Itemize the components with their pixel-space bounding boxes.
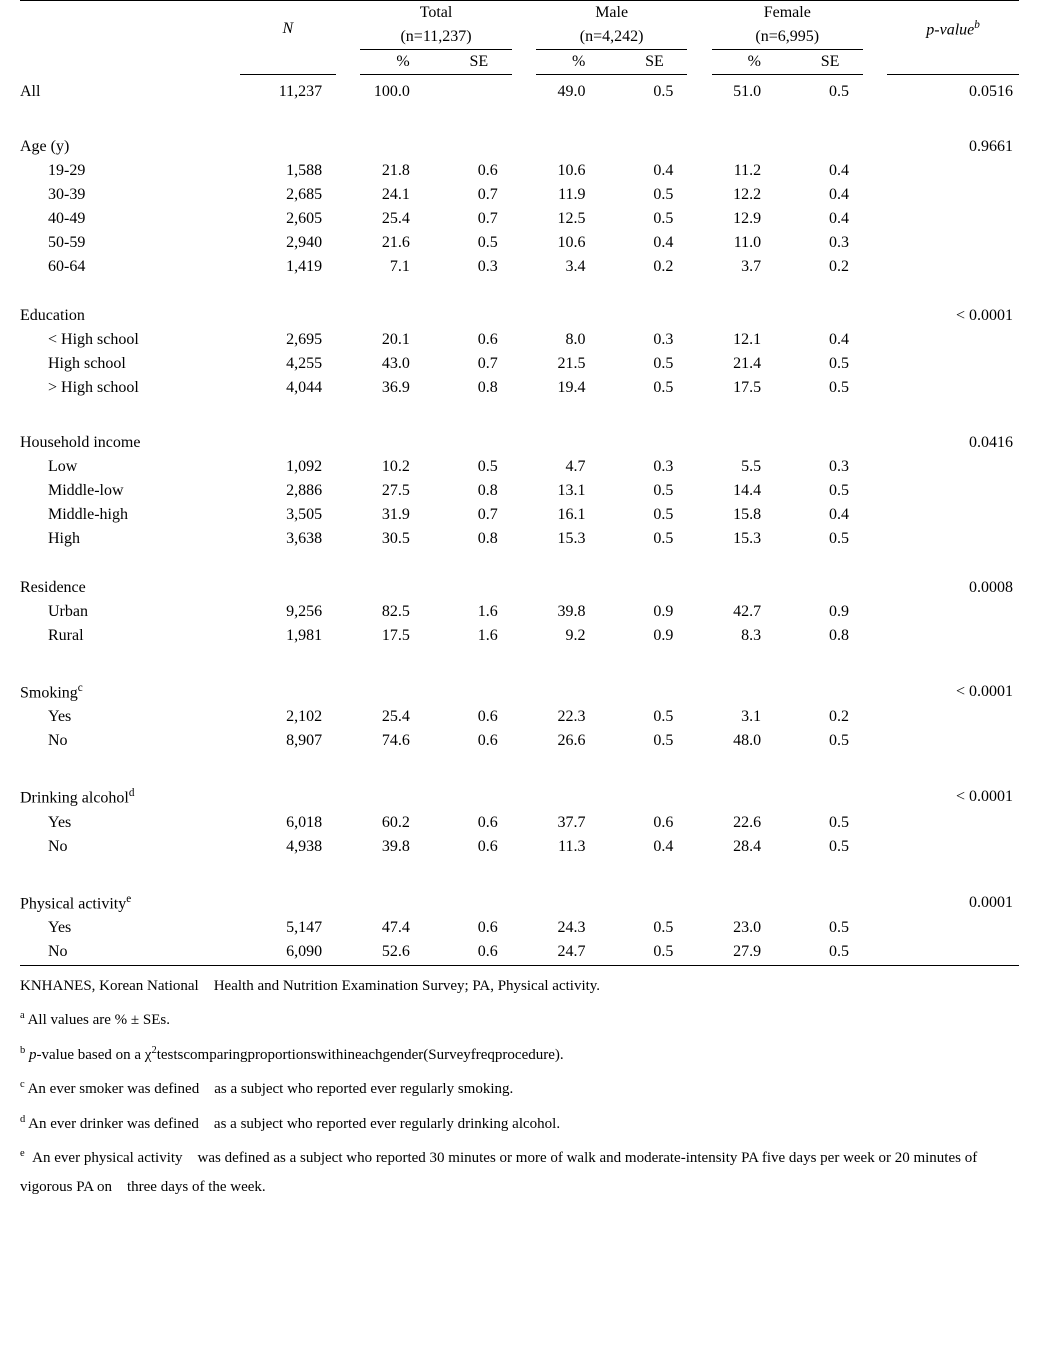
table-row: High3,63830.50.815.30.515.30.5 [20,527,1019,551]
header-pvalue: p-valueb [887,1,1019,50]
section-header: Smokingc< 0.0001 [20,648,1019,705]
demographics-table: N Total Male Female p-valueb (n=11,237) … [20,0,1019,966]
section-header: Drinking alcohold< 0.0001 [20,753,1019,810]
footnote-e: e An ever physical activity was defined … [20,1144,1019,1201]
table-row: All11,237100.049.00.551.00.50.0516 [20,75,1019,105]
header-se: SE [446,50,512,75]
table-row: Yes6,01860.20.637.70.622.60.5 [20,811,1019,835]
footnotes: KNHANES, Korean National Health and Nutr… [20,972,1019,1202]
table-row: < High school2,69520.10.68.00.312.10.4 [20,328,1019,352]
table-row: 40-492,60525.40.712.50.512.90.4 [20,207,1019,231]
section-header: Education< 0.0001 [20,279,1019,328]
header-male: Male [536,1,687,26]
table-row: 19-291,58821.80.610.60.411.20.4 [20,159,1019,183]
table-row: No8,90774.60.626.60.548.00.5 [20,729,1019,753]
header-total: Total [360,1,511,26]
table-row: Yes5,14747.40.624.30.523.00.5 [20,916,1019,940]
table-row: Middle-high3,50531.90.716.10.515.80.4 [20,503,1019,527]
header-female-n: (n=6,995) [712,25,863,50]
table-row: Middle-low2,88627.50.813.10.514.40.5 [20,479,1019,503]
footnote-c: c An ever smoker was defined as a subjec… [20,1075,1019,1104]
header-total-n: (n=11,237) [360,25,511,50]
table-header: N Total Male Female p-valueb (n=11,237) … [20,1,1019,75]
header-pct: % [360,50,446,75]
table-row: Low1,09210.20.54.70.35.50.3 [20,455,1019,479]
table-row: > High school4,04436.90.819.40.517.50.5 [20,376,1019,400]
footnote-abbrev: KNHANES, Korean National Health and Nutr… [20,972,1019,1001]
section-header: Residence0.0008 [20,551,1019,600]
table-row: Rural1,98117.51.69.20.98.30.8 [20,624,1019,648]
section-header: Age (y)0.9661 [20,104,1019,159]
header-n: N [240,1,337,50]
table-body: All11,237100.049.00.551.00.50.0516Age (y… [20,75,1019,966]
table-row: Urban9,25682.51.639.80.942.70.9 [20,600,1019,624]
header-male-n: (n=4,242) [536,25,687,50]
table-row: 30-392,68524.10.711.90.512.20.4 [20,183,1019,207]
section-header: Physical activitye0.0001 [20,859,1019,916]
section-header: Household income0.0416 [20,400,1019,455]
footnote-b: b p-value based on a χ2testscomparingpro… [20,1041,1019,1070]
table-row: No4,93839.80.611.30.428.40.5 [20,835,1019,859]
table-row: Yes2,10225.40.622.30.53.10.2 [20,705,1019,729]
table-row: High school4,25543.00.721.50.521.40.5 [20,352,1019,376]
footnote-a: a All values are % ± SEs. [20,1006,1019,1035]
header-female: Female [712,1,863,26]
table-row: No6,09052.60.624.70.527.90.5 [20,940,1019,966]
table-row: 50-592,94021.60.510.60.411.00.3 [20,231,1019,255]
table-row: 60-641,4197.10.33.40.23.70.2 [20,255,1019,279]
footnote-d: d An ever drinker was defined as a subje… [20,1110,1019,1139]
